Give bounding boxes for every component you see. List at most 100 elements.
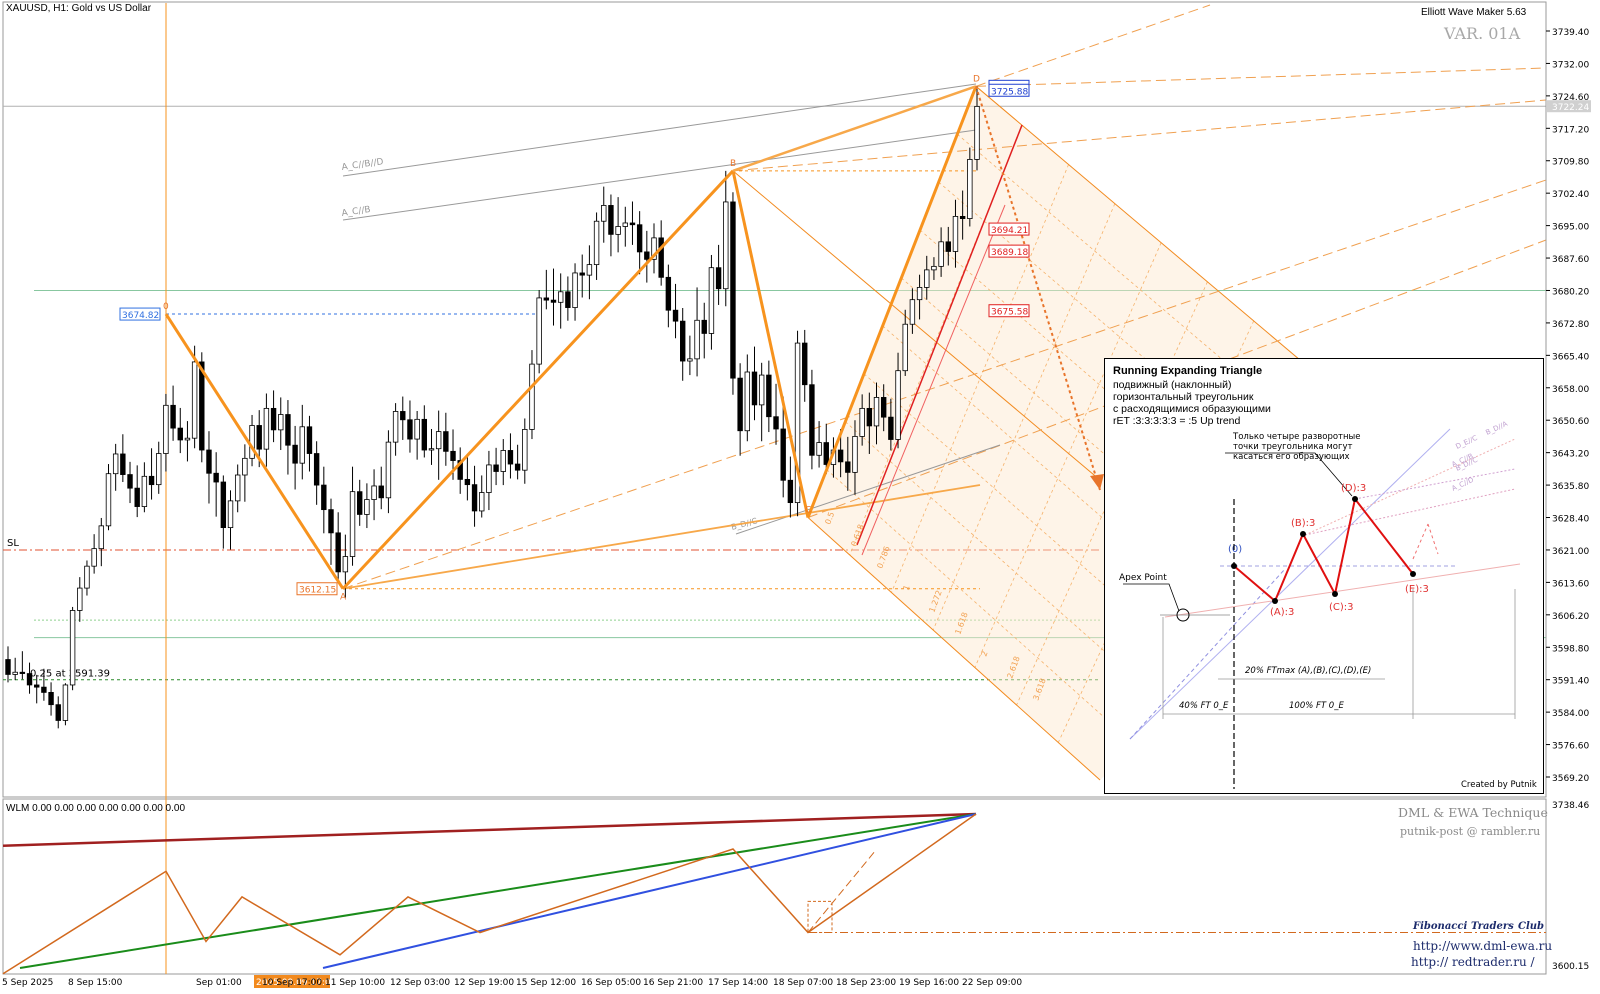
time-tick-label: 18 Sep 07:00 <box>773 978 833 988</box>
candle-body <box>184 437 191 441</box>
wlm-green-line <box>19 813 977 969</box>
b-d-line <box>732 85 977 173</box>
candle-body <box>299 426 305 464</box>
price-tick-label: 3591.40 <box>1552 677 1589 687</box>
price-tick-label: 3709.80 <box>1552 158 1589 168</box>
email-label: putnik-post @ rambler.ru <box>1400 825 1541 838</box>
candle-body <box>608 205 614 235</box>
inset-note-line: Только четыре разворотные <box>1232 432 1361 442</box>
inset-point-label: (D):3 <box>1341 483 1366 494</box>
candle-body <box>644 251 650 260</box>
candle-body <box>407 419 413 440</box>
inset-upper-line <box>1129 428 1451 740</box>
projection-grid-line <box>974 242 1162 668</box>
price-tick-label: 3576.60 <box>1552 742 1589 752</box>
candle-body <box>26 673 33 686</box>
candle-body <box>816 442 822 456</box>
candle-body <box>385 441 392 499</box>
candles <box>5 86 980 729</box>
inset-target-dash <box>1427 523 1439 555</box>
candle-body <box>486 464 492 493</box>
candle-body <box>41 686 47 693</box>
candle-body <box>234 474 241 502</box>
price-tick-label: 3606.20 <box>1552 612 1589 622</box>
candle-body <box>84 565 90 589</box>
candle-body <box>55 704 61 721</box>
candle-body <box>715 267 722 290</box>
inset-wave-point <box>1272 598 1278 604</box>
candle-body <box>292 444 298 464</box>
inset-line-label: B_D//A <box>1484 420 1509 437</box>
inset-point-label: (0) <box>1228 544 1242 555</box>
candle-body <box>723 201 729 290</box>
current-price-tag <box>1547 100 1591 113</box>
candle-body <box>866 407 873 427</box>
candle-body <box>579 272 585 276</box>
time-tick-label: 8 Sep 15:00 <box>68 978 123 988</box>
candle-body <box>34 684 40 688</box>
candle-body <box>744 371 751 432</box>
inset-dim-label-3: 100% FT 0_E <box>1289 701 1344 711</box>
inset-wave-point <box>1300 531 1306 537</box>
inset-wave-point <box>1332 591 1338 597</box>
candle-body <box>19 671 26 674</box>
technique-label: DML & EWA Technique <box>1398 805 1548 820</box>
candle-body <box>220 481 227 529</box>
candle-body <box>249 425 255 459</box>
inset-point-label: (A):3 <box>1270 607 1294 618</box>
candle-body <box>378 485 384 499</box>
candle-body <box>787 479 794 504</box>
inset-line-4: rET :3:3:3:3:3 = :5 Up trend <box>1113 415 1241 427</box>
projection-edge <box>807 517 1101 781</box>
lower-axis-top: 3738.46 <box>1552 801 1589 811</box>
indicator-pane-frame <box>2 798 1547 975</box>
candle-body <box>572 272 578 308</box>
inset-title: Running Expanding Triangle <box>1113 365 1263 377</box>
price-tag-box <box>296 582 338 596</box>
inset-apex-label: Apex Point <box>1119 573 1167 583</box>
candle-body <box>256 425 262 450</box>
expansion-channel-line <box>342 179 1547 590</box>
price-tick-label: 3680.20 <box>1552 287 1589 297</box>
candle-body <box>543 297 550 301</box>
price-tick-label: 3687.60 <box>1552 255 1589 265</box>
expansion-channel-line <box>732 99 1547 172</box>
site-link-2[interactable]: http:// redtrader.ru / <box>1411 955 1535 969</box>
channel-line-acb <box>342 129 977 221</box>
wave-point-label: D <box>973 74 980 84</box>
candle-body <box>701 319 707 334</box>
club-word-3: Club <box>1518 921 1545 932</box>
candle-body <box>945 241 951 252</box>
candle-body <box>873 397 880 427</box>
candle-body <box>105 473 112 527</box>
target-line <box>856 124 1023 546</box>
channel-line-acbd <box>342 83 977 177</box>
candle-body <box>77 587 83 611</box>
candle-body <box>357 491 363 515</box>
candle-body <box>665 276 672 311</box>
candle-body <box>615 226 621 235</box>
price-tick-label: 3628.40 <box>1552 515 1589 525</box>
wave-segment <box>341 169 735 590</box>
candle-body <box>479 492 485 512</box>
candle-body <box>601 205 607 222</box>
candle-body <box>809 384 815 456</box>
candle-body <box>737 377 743 432</box>
candle-body <box>285 414 291 446</box>
candle-body <box>909 299 916 325</box>
target-line-2 <box>861 204 1006 556</box>
candle-body <box>270 407 277 431</box>
price-tag-box <box>988 244 1030 258</box>
candle-body <box>529 363 535 430</box>
candle-body <box>507 450 514 465</box>
candle-body <box>335 532 341 573</box>
candle-body <box>658 237 664 278</box>
inset-triangle-wave <box>1233 496 1414 603</box>
site-link-1[interactable]: http://www.dml-ewa.ru <box>1413 939 1553 953</box>
time-tick-label: 19 Sep 16:00 <box>899 978 959 988</box>
running-expanding-triangle-inset: Running Expanding Triangle подвижный (на… <box>1104 358 1544 794</box>
candle-body <box>69 610 76 686</box>
fib-ratio-label: 0.5 <box>823 511 836 526</box>
candle-body <box>924 269 930 288</box>
